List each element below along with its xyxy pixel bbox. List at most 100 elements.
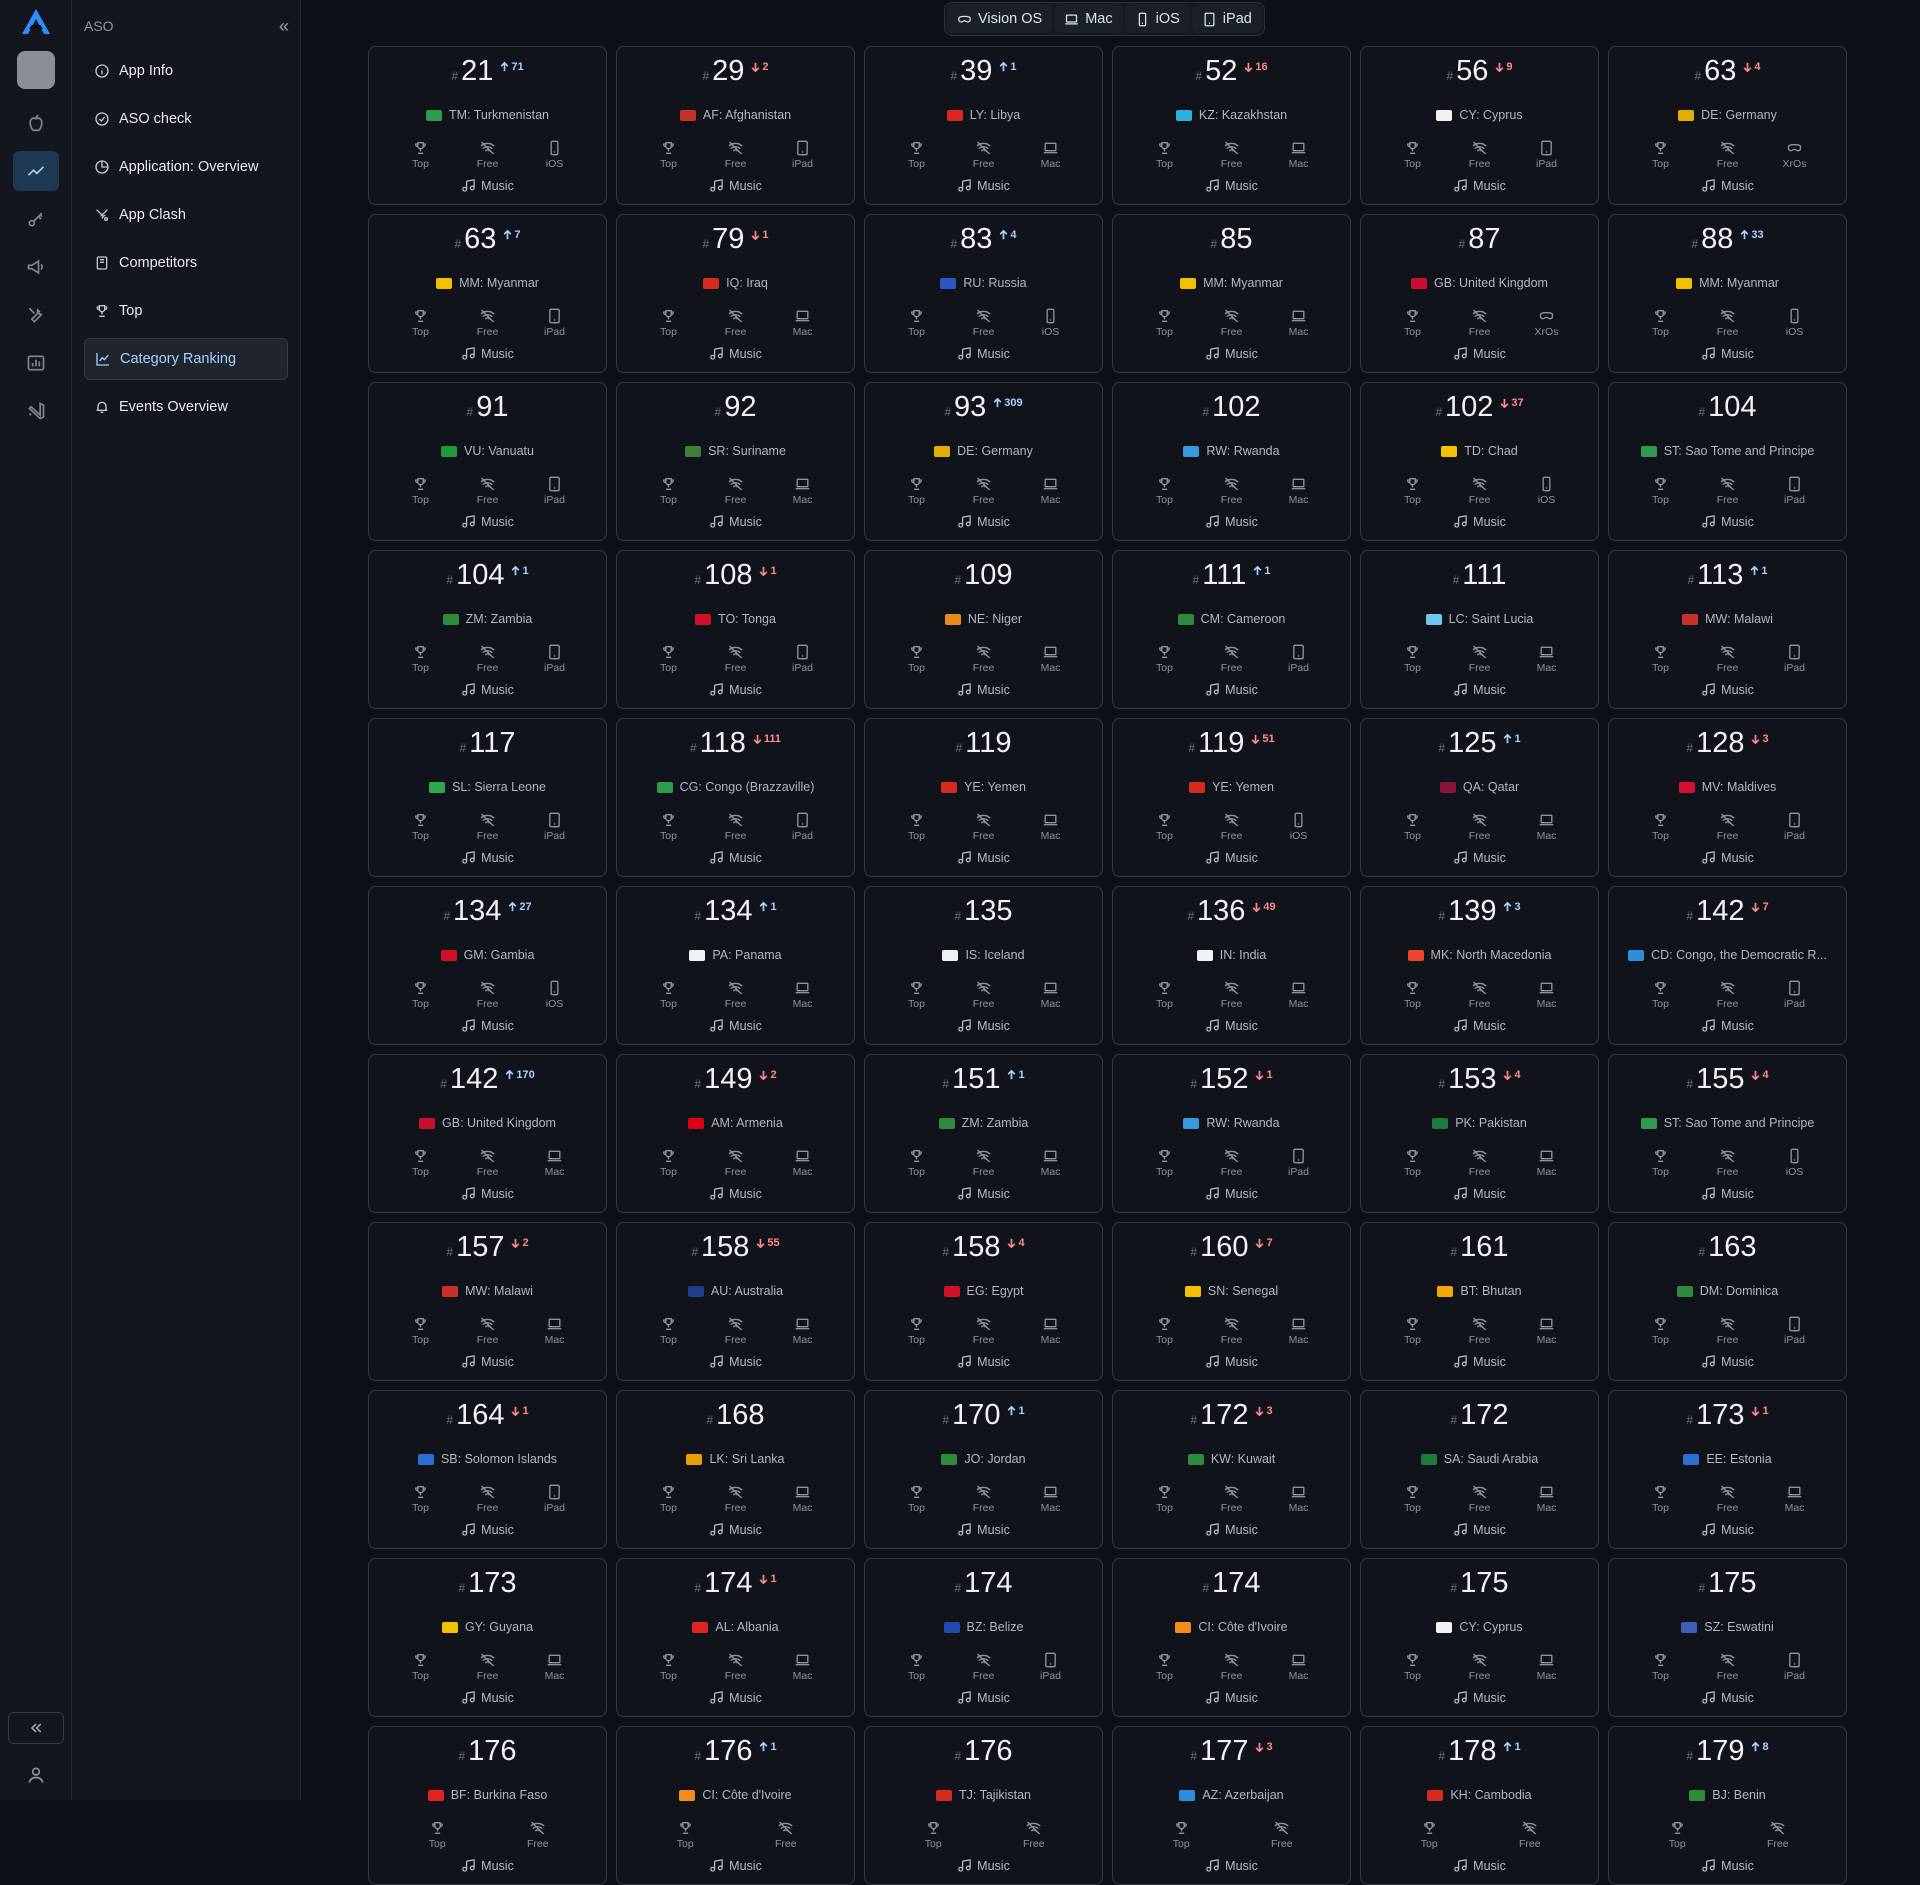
wifi-off-icon xyxy=(1720,1653,1735,1667)
ranking-card[interactable]: # 134 1 PA: Panama Top Free Mac Music xyxy=(616,886,855,1045)
ranking-card[interactable]: # 160 7 SN: Senegal Top Free Mac Music xyxy=(1112,1222,1351,1381)
ranking-card[interactable]: # 113 1 MW: Malawi Top Free iPad Music xyxy=(1608,550,1847,709)
ranking-card[interactable]: # 118 111 CG: Congo (Brazzaville) Top Fre… xyxy=(616,718,855,877)
sidebar-item-competitors[interactable]: Competitors xyxy=(84,242,288,284)
ranking-card[interactable]: # 149 2 AM: Armenia Top Free Mac Music xyxy=(616,1054,855,1213)
key-icon[interactable] xyxy=(13,199,59,239)
ranking-card[interactable]: # 174 BZ: Belize Top Free iPad Music xyxy=(864,1558,1103,1717)
ranking-card[interactable]: # 21 71 TM: Turkmenistan Top Free iOS Mus… xyxy=(368,46,607,205)
ranking-card[interactable]: # 29 2 AF: Afghanistan Top Free iPad Musi… xyxy=(616,46,855,205)
ranking-card[interactable]: # 111 LC: Saint Lucia Top Free Mac Music xyxy=(1360,550,1599,709)
ranking-card[interactable]: # 83 4 RU: Russia Top Free iOS Music xyxy=(864,214,1103,373)
ranking-card[interactable]: # 175 CY: Cyprus Top Free Mac Music xyxy=(1360,1558,1599,1717)
app-avatar[interactable] xyxy=(17,51,55,89)
ranking-card[interactable]: # 172 SA: Saudi Arabia Top Free Mac Musi… xyxy=(1360,1390,1599,1549)
ranking-card[interactable]: # 52 16 KZ: Kazakhstan Top Free Mac Music xyxy=(1112,46,1351,205)
ranking-card[interactable]: # 164 1 SB: Solomon Islands Top Free iPad… xyxy=(368,1390,607,1549)
ranking-card[interactable]: # 179 8 BJ: Benin Top Free Music xyxy=(1608,1726,1847,1885)
tab-ipad[interactable]: iPad xyxy=(1191,5,1262,33)
ranking-card[interactable]: # 153 4 PK: Pakistan Top Free Mac Music xyxy=(1360,1054,1599,1213)
ranking-card[interactable]: # 152 1 RW: Rwanda Top Free iPad Music xyxy=(1112,1054,1351,1213)
rank: # 83 4 xyxy=(865,223,1102,256)
megaphone-icon[interactable] xyxy=(13,247,59,287)
tab-ios[interactable]: iOS xyxy=(1124,5,1190,33)
ranking-card[interactable]: # 172 3 KW: Kuwait Top Free Mac Music xyxy=(1112,1390,1351,1549)
ranking-card[interactable]: # 128 3 MV: Maldives Top Free iPad Music xyxy=(1608,718,1847,877)
ranking-card[interactable]: # 119 YE: Yemen Top Free Mac Music xyxy=(864,718,1103,877)
ranking-card[interactable]: # 108 1 TO: Tonga Top Free iPad Music xyxy=(616,550,855,709)
ranking-card[interactable]: # 109 NE: Niger Top Free Mac Music xyxy=(864,550,1103,709)
wifi-off-icon xyxy=(728,981,743,995)
ranking-card[interactable]: # 175 SZ: Eswatini Top Free iPad Music xyxy=(1608,1558,1847,1717)
ranking-card[interactable]: # 88 33 MM: Myanmar Top Free iOS Music xyxy=(1608,214,1847,373)
ranking-card[interactable]: # 104 ST: Sao Tome and Principe Top Free… xyxy=(1608,382,1847,541)
ranking-card[interactable]: # 102 RW: Rwanda Top Free Mac Music xyxy=(1112,382,1351,541)
ranking-card[interactable]: # 142 170 GB: United Kingdom Top Free Mac… xyxy=(368,1054,607,1213)
sidebar-item-aso-check[interactable]: ASO check xyxy=(84,98,288,140)
ranking-card[interactable]: # 142 7 CD: Congo, the Democratic R... To… xyxy=(1608,886,1847,1045)
ranking-card[interactable]: # 111 1 CM: Cameroon Top Free iPad Music xyxy=(1112,550,1351,709)
ranking-card[interactable]: # 176 TJ: Tajikistan Top Free Music xyxy=(864,1726,1103,1885)
analytics-icon[interactable] xyxy=(13,151,59,191)
user-icon[interactable] xyxy=(23,1762,49,1788)
ranking-card[interactable]: # 173 GY: Guyana Top Free Mac Music xyxy=(368,1558,607,1717)
music-icon xyxy=(1454,1523,1467,1536)
ranking-card[interactable]: # 151 1 ZM: Zambia Top Free Mac Music xyxy=(864,1054,1103,1213)
ranking-card[interactable]: # 170 1 JO: Jordan Top Free Mac Music xyxy=(864,1390,1103,1549)
check-circle-icon xyxy=(95,112,109,126)
ranking-card[interactable]: # 163 DM: Dominica Top Free iPad Music xyxy=(1608,1222,1847,1381)
ranking-card[interactable]: # 176 BF: Burkina Faso Top Free Music xyxy=(368,1726,607,1885)
ranking-card[interactable]: # 63 4 DE: Germany Top Free XrOs Music xyxy=(1608,46,1847,205)
ranking-card[interactable]: # 79 1 IQ: Iraq Top Free Mac Music xyxy=(616,214,855,373)
sidebar-item-events-overview[interactable]: Events Overview xyxy=(84,386,288,428)
ranking-card[interactable]: # 174 CI: Côte d'Ivoire Top Free Mac Mus… xyxy=(1112,1558,1351,1717)
ranking-card[interactable]: # 157 2 MW: Malawi Top Free Mac Music xyxy=(368,1222,607,1381)
country: LK: Sri Lanka xyxy=(617,1452,854,1466)
ranking-card[interactable]: # 85 MM: Myanmar Top Free Mac Music xyxy=(1112,214,1351,373)
ranking-card[interactable]: # 92 SR: Suriname Top Free Mac Music xyxy=(616,382,855,541)
ranking-card[interactable]: # 56 9 CY: Cyprus Top Free iPad Music xyxy=(1360,46,1599,205)
ranking-card[interactable]: # 158 4 EG: Egypt Top Free Mac Music xyxy=(864,1222,1103,1381)
ranking-card[interactable]: # 168 LK: Sri Lanka Top Free Mac Music xyxy=(616,1390,855,1549)
dashboard-icon[interactable] xyxy=(13,343,59,383)
rank-change-value: 111 xyxy=(763,733,782,745)
ranking-card[interactable]: # 91 VU: Vanuatu Top Free iPad Music xyxy=(368,382,607,541)
ranking-card[interactable]: # 161 BT: Bhutan Top Free Mac Music xyxy=(1360,1222,1599,1381)
ranking-card[interactable]: # 125 1 QA: Qatar Top Free Mac Music xyxy=(1360,718,1599,877)
device-mac: Mac xyxy=(1770,1484,1820,1514)
ranking-card[interactable]: # 139 3 MK: North Macedonia Top Free Mac … xyxy=(1360,886,1599,1045)
ranking-card[interactable]: # 87 GB: United Kingdom Top Free XrOs Mu… xyxy=(1360,214,1599,373)
ranking-card[interactable]: # 134 27 GM: Gambia Top Free iOS Music xyxy=(368,886,607,1045)
sidebar-item-app-clash[interactable]: App Clash xyxy=(84,194,288,236)
rank-change: 49 xyxy=(1252,901,1276,913)
tab-vision-os[interactable]: Vision OS xyxy=(947,5,1053,33)
sidebar-item-category-ranking[interactable]: Category Ranking xyxy=(84,338,288,380)
flag-icon xyxy=(1407,949,1424,961)
sidebar-item-app-info[interactable]: App Info xyxy=(84,50,288,92)
ranking-card[interactable]: # 173 1 EE: Estonia Top Free Mac Music xyxy=(1608,1390,1847,1549)
ranking-card[interactable]: # 155 4 ST: Sao Tome and Principe Top Fre… xyxy=(1608,1054,1847,1213)
apple-icon[interactable] xyxy=(13,103,59,143)
sidebar-item-application-overview[interactable]: Application: Overview xyxy=(84,146,288,188)
ranking-card[interactable]: # 158 55 AU: Australia Top Free Mac Music xyxy=(616,1222,855,1381)
ranking-card[interactable]: # 135 IS: Iceland Top Free Mac Music xyxy=(864,886,1103,1045)
ranking-card[interactable]: # 102 37 TD: Chad Top Free iOS Music xyxy=(1360,382,1599,541)
ranking-card[interactable]: # 39 1 LY: Libya Top Free Mac Music xyxy=(864,46,1103,205)
ranking-card[interactable]: # 174 1 AL: Albania Top Free Mac Music xyxy=(616,1558,855,1717)
tab-mac[interactable]: Mac xyxy=(1054,5,1123,33)
sidebar-item-top[interactable]: Top xyxy=(84,290,288,332)
vscode-icon[interactable] xyxy=(13,391,59,431)
ranking-card[interactable]: # 117 SL: Sierra Leone Top Free iPad Mus… xyxy=(368,718,607,877)
ranking-card[interactable]: # 136 49 IN: India Top Free Mac Music xyxy=(1112,886,1351,1045)
collapse-rail-button[interactable] xyxy=(8,1712,64,1744)
ranking-card[interactable]: # 176 1 CI: Côte d'Ivoire Top Free Music xyxy=(616,1726,855,1885)
device-mac: Mac xyxy=(1026,812,1076,842)
ranking-card[interactable]: # 177 3 AZ: Azerbaijan Top Free Music xyxy=(1112,1726,1351,1885)
tools-icon[interactable] xyxy=(13,295,59,335)
ranking-card[interactable]: # 63 7 MM: Myanmar Top Free iPad Music xyxy=(368,214,607,373)
collapse-sidebar-icon[interactable]: « xyxy=(278,16,289,36)
ranking-card[interactable]: # 119 51 YE: Yemen Top Free iOS Music xyxy=(1112,718,1351,877)
ranking-card[interactable]: # 178 1 KH: Cambodia Top Free Music xyxy=(1360,1726,1599,1885)
ranking-card[interactable]: # 93 309 DE: Germany Top Free Mac Music xyxy=(864,382,1103,541)
ranking-card[interactable]: # 104 1 ZM: Zambia Top Free iPad Music xyxy=(368,550,607,709)
